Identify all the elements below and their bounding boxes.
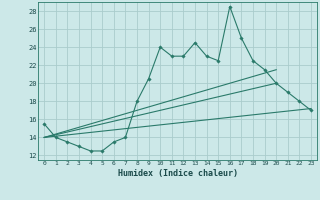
X-axis label: Humidex (Indice chaleur): Humidex (Indice chaleur) — [118, 169, 238, 178]
